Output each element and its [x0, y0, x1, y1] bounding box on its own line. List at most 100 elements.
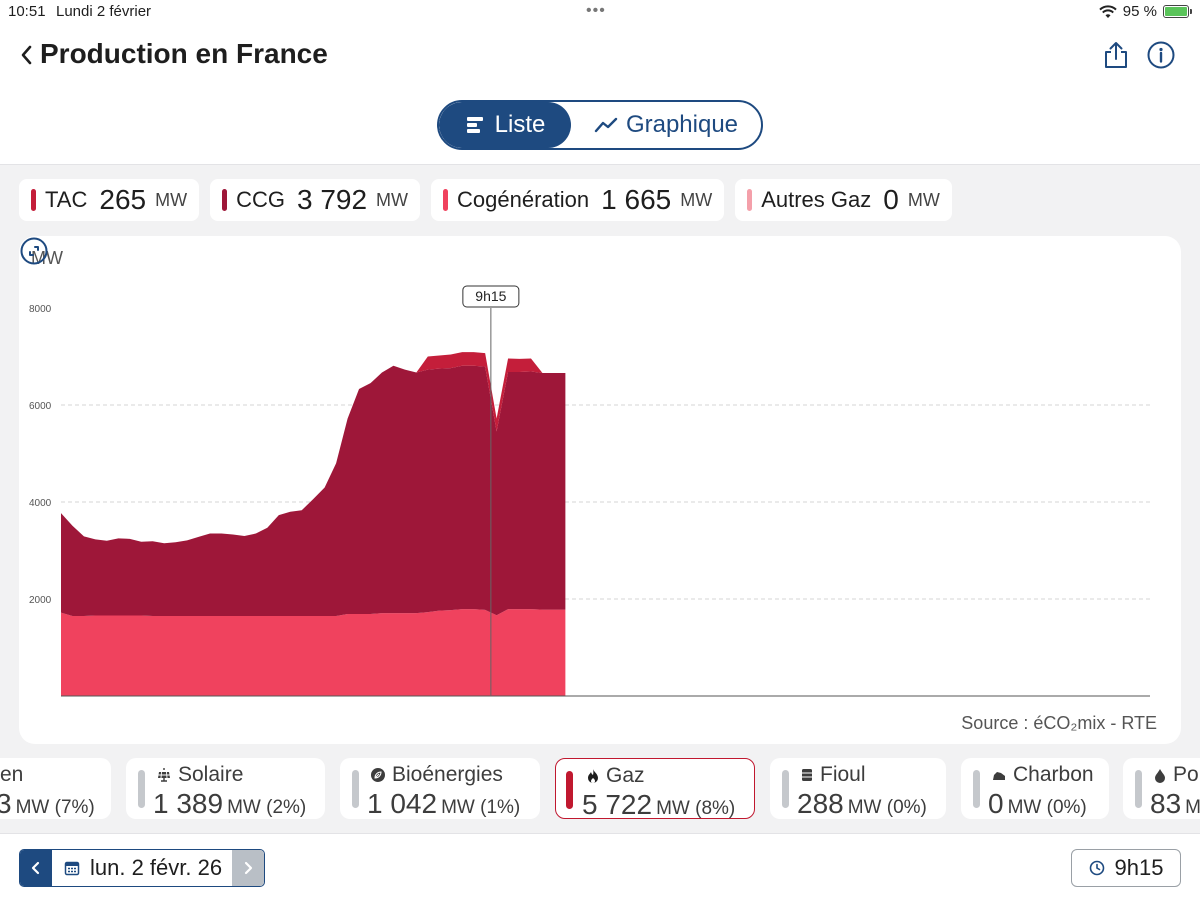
page-title: Production en France: [40, 38, 328, 69]
chip-value: 0: [883, 184, 899, 215]
chip-unit: MW: [907, 189, 940, 210]
category-color-bar: [138, 770, 145, 808]
solar-panel-icon: [158, 768, 170, 782]
category-name: Fioul: [820, 763, 866, 786]
chevron-right-icon: [244, 861, 253, 875]
next-day-button[interactable]: [232, 850, 264, 886]
status-time: 10:51: [8, 3, 46, 20]
category-card-charbon[interactable]: Charbon 0 MW (0%): [961, 758, 1109, 819]
chip-color-bar: [443, 189, 449, 211]
chip-value: 1 665: [601, 184, 672, 215]
battery-icon: [1163, 5, 1192, 18]
header: Production en France Liste Graphique: [0, 24, 1200, 165]
category-name: Solaire: [178, 763, 244, 786]
category-card[interactable]: en 3 MW (7%): [0, 758, 111, 819]
chip-color-bar: [747, 189, 753, 211]
tab-graphique[interactable]: Graphique: [571, 102, 761, 148]
category-card-bioenergies[interactable]: Bioénergies 1 042 MW (1%): [340, 758, 540, 819]
category-value-row: 0 MW (0%): [988, 788, 1087, 820]
series-area-ccg: [61, 365, 566, 616]
y-tick-label: 8000: [29, 304, 52, 315]
chip-unit: MW: [155, 189, 188, 210]
y-tick-label: 6000: [29, 401, 52, 412]
category-unit: MW (1%): [441, 797, 521, 818]
selected-time: 9h15: [1114, 855, 1164, 880]
category-name-row: Solaire: [156, 763, 243, 787]
category-value: 288: [797, 788, 844, 819]
chart-card: MW 2000 4000 6000 8000 9h15 Source : éCO₂mix…: [19, 236, 1181, 744]
drop-icon: [1155, 769, 1165, 783]
oil-barrel-icon: [802, 769, 812, 781]
date-picker-button[interactable]: lun. 2 févr. 26: [52, 850, 232, 886]
line-chart-icon: [594, 117, 618, 133]
chip-value: 265: [99, 184, 147, 215]
category-value: 3: [0, 788, 12, 819]
status-bar: 10:51 Lundi 2 février ••• 95 %: [0, 0, 1200, 24]
info-icon[interactable]: [1146, 40, 1176, 70]
chart-source: Source : éCO₂mix - RTE: [961, 713, 1157, 733]
clock-icon: [1089, 860, 1104, 876]
leaf-icon: [371, 768, 385, 782]
category-value: 83: [1150, 788, 1182, 819]
category-name-row: Charbon: [991, 763, 1094, 787]
category-color-bar: [1135, 770, 1142, 808]
series-area-cogeneration: [61, 609, 566, 696]
chip-cogeneration[interactable]: Cogénération 1 665 MW: [431, 179, 725, 221]
category-value-row: 1 389 MW (2%): [153, 788, 306, 820]
footer-toolbar: lun. 2 févr. 26 9h15: [0, 833, 1200, 900]
category-card-partial[interactable]: Po 83MW: [1123, 758, 1200, 819]
category-card-fioul[interactable]: Fioul 288 MW (0%): [770, 758, 946, 819]
category-value: 1 389: [153, 788, 224, 819]
category-unit: MW: [1185, 797, 1200, 818]
back-chevron-icon[interactable]: [16, 42, 38, 68]
chip-ccg[interactable]: CCG 3 792 MW: [210, 179, 421, 221]
subcategory-chips: TAC 265 MW CCG 3 792 MW Cogénération 1 6…: [19, 179, 952, 221]
coal-icon: [993, 772, 1005, 780]
category-name: Po: [1173, 763, 1199, 786]
category-name-row: Gaz: [586, 764, 645, 788]
category-card-solaire[interactable]: Solaire 1 389 MW (2%): [126, 758, 325, 819]
wifi-icon: [1099, 4, 1117, 18]
view-toggle: Liste Graphique: [437, 100, 763, 150]
time-cursor-badge: [462, 285, 520, 308]
category-value: 5 722: [582, 789, 653, 820]
tab-graphique-label: Graphique: [625, 111, 739, 138]
category-value-row: 288 MW (0%): [797, 788, 927, 820]
category-card-gaz[interactable]: Gaz 5 722 MW (8%): [555, 758, 755, 820]
chip-autres-gaz[interactable]: Autres Gaz 0 MW: [735, 179, 952, 221]
category-name: Charbon: [1013, 763, 1094, 786]
category-color-bar: [352, 770, 359, 808]
category-value-row: 1 042 MW (1%): [367, 788, 520, 820]
category-color-bar: [566, 771, 573, 809]
category-name-row: Po: [1153, 763, 1199, 787]
expand-icon[interactable]: [19, 236, 49, 266]
chip-tac[interactable]: TAC 265 MW: [19, 179, 200, 221]
category-name-row: Bioénergies: [370, 763, 503, 787]
multitasking-dots[interactable]: •••: [586, 2, 606, 19]
tab-liste-label: Liste: [494, 111, 546, 138]
series-area-tac: [61, 352, 566, 544]
category-name-row: Fioul: [800, 763, 866, 787]
category-unit: MW (7%): [15, 797, 95, 818]
calendar-icon: [64, 861, 80, 876]
category-color-bar: [782, 770, 789, 808]
chip-unit: MW: [680, 189, 713, 210]
tab-liste[interactable]: Liste: [439, 102, 571, 148]
chip-label: CCG: [236, 187, 285, 212]
category-name: Bioénergies: [392, 763, 503, 786]
category-unit: MW (8%): [656, 798, 736, 819]
category-name: en: [0, 763, 24, 786]
time-picker-button[interactable]: 9h15: [1071, 849, 1181, 887]
chip-color-bar: [31, 189, 36, 211]
previous-day-button[interactable]: [20, 850, 52, 886]
category-carousel[interactable]: en 3 MW (7%) Solaire 1 389 MW (2%) Bioéner…: [0, 758, 1200, 820]
selected-date: lun. 2 févr. 26: [90, 855, 223, 880]
category-unit: MW (2%): [227, 797, 307, 818]
category-value-row: 3 MW (7%): [0, 788, 95, 820]
share-icon[interactable]: [1101, 40, 1131, 70]
category-value: 0: [988, 788, 1004, 819]
chip-label: Cogénération: [457, 187, 590, 212]
stacked-area-chart[interactable]: 2000 4000 6000 8000 9h15: [19, 236, 1181, 744]
category-unit: MW (0%): [847, 797, 927, 818]
category-value-row: 5 722 MW (8%): [582, 789, 735, 820]
